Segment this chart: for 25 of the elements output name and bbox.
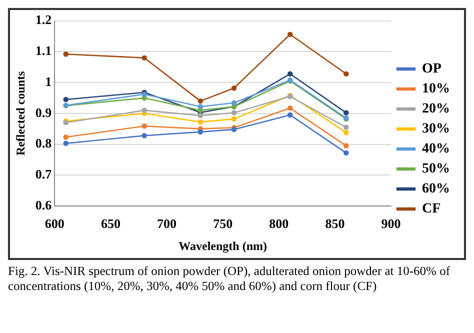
x-tick-label: 700	[157, 216, 177, 232]
legend-label: OP	[422, 62, 442, 77]
caption: Fig. 2. Vis-NIR spectrum of onion powder (OP), adulterated onion powder at 10-60% of concentrations (10%, 20%, 30%, 40% 50% and 60%) and corn flour (CF)	[8, 264, 451, 294]
legend-label: 60%	[422, 182, 450, 197]
legend-label: 20%	[422, 102, 450, 117]
x-tick-label: 650	[100, 216, 120, 232]
x-tick-label: 750	[213, 216, 233, 232]
legend-label: 30%	[422, 122, 450, 137]
x-tick-label: 800	[269, 216, 289, 232]
y-tick-label: 1.1	[35, 43, 52, 58]
legend-label: 50%	[422, 162, 450, 177]
x-axis-title: Wavelength (nm)	[178, 238, 267, 253]
y-tick-label: 0.6	[35, 197, 52, 212]
y-tick-label: 0.9	[35, 104, 52, 120]
y-tick-label: 1	[45, 74, 52, 89]
x-tick-label: 600	[44, 216, 64, 232]
y-tick-label: 1.2	[35, 12, 52, 28]
legend-label: 40%	[422, 142, 450, 157]
y-tick-label: 0.7	[35, 166, 52, 182]
legend-label: CF	[422, 202, 441, 217]
y-tick-label: 0.8	[35, 136, 52, 151]
y-axis-title: Reflected counts	[13, 70, 28, 156]
legend-label: 10%	[422, 82, 450, 97]
x-tick-label: 850	[325, 216, 345, 232]
x-tick-label: 900	[381, 216, 401, 232]
